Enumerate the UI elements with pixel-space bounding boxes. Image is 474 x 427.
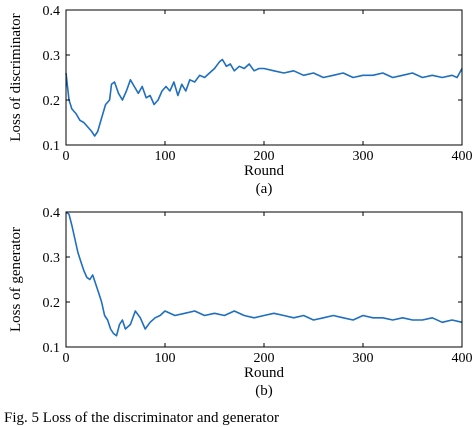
y-tick-label-a-0.1: 0.1 bbox=[43, 139, 61, 154]
y-tick-label-b-0.1: 0.1 bbox=[43, 341, 61, 356]
series-line-b-0 bbox=[65, 211, 463, 337]
y-tick-label-a-0.4: 0.4 bbox=[43, 4, 61, 19]
y-tick-label-a-0.2: 0.2 bbox=[43, 94, 61, 109]
axes-frame-a bbox=[65, 9, 463, 146]
panel-label-a: (a) bbox=[256, 181, 273, 197]
x-axis-label-a: Round bbox=[244, 163, 285, 179]
y-tick-label-b-0.3: 0.3 bbox=[43, 251, 61, 266]
generator-loss-panel: 0 100 200 300 400 0.1 0.2 0.3 0.4 Round Loss of ge… bbox=[8, 206, 473, 399]
x-tick-label-b-0: 0 bbox=[63, 351, 70, 366]
x-tick-label-a-300: 300 bbox=[353, 149, 374, 164]
x-tick-label-a-200: 200 bbox=[254, 149, 275, 164]
y-tick-label-b-0.4: 0.4 bbox=[43, 206, 61, 221]
x-tick-label-b-400: 400 bbox=[452, 351, 473, 366]
y-tick-label-b-0.2: 0.2 bbox=[43, 296, 61, 311]
panel-label-b: (b) bbox=[255, 383, 273, 399]
x-tick-label-a-400: 400 bbox=[452, 149, 473, 164]
discriminator-loss-panel: 0 100 200 300 400 0.1 0.2 0.3 0.4 Round Loss of di… bbox=[8, 4, 473, 197]
y-axis-label-b: Loss of generator bbox=[8, 227, 24, 332]
x-tick-label-b-200: 200 bbox=[254, 351, 275, 366]
x-axis-label-b: Round bbox=[244, 365, 285, 381]
x-tick-label-b-100: 100 bbox=[155, 351, 176, 366]
x-tick-label-a-100: 100 bbox=[155, 149, 176, 164]
y-axis-label-a: Loss of discriminator bbox=[8, 13, 24, 141]
x-tick-label-a-0: 0 bbox=[63, 149, 70, 164]
y-tick-label-a-0.3: 0.3 bbox=[43, 49, 61, 64]
x-tick-label-b-300: 300 bbox=[353, 351, 374, 366]
series-line-a-0 bbox=[65, 58, 463, 137]
figure-caption: Fig. 5 Loss of the discriminator and gen… bbox=[4, 410, 279, 426]
